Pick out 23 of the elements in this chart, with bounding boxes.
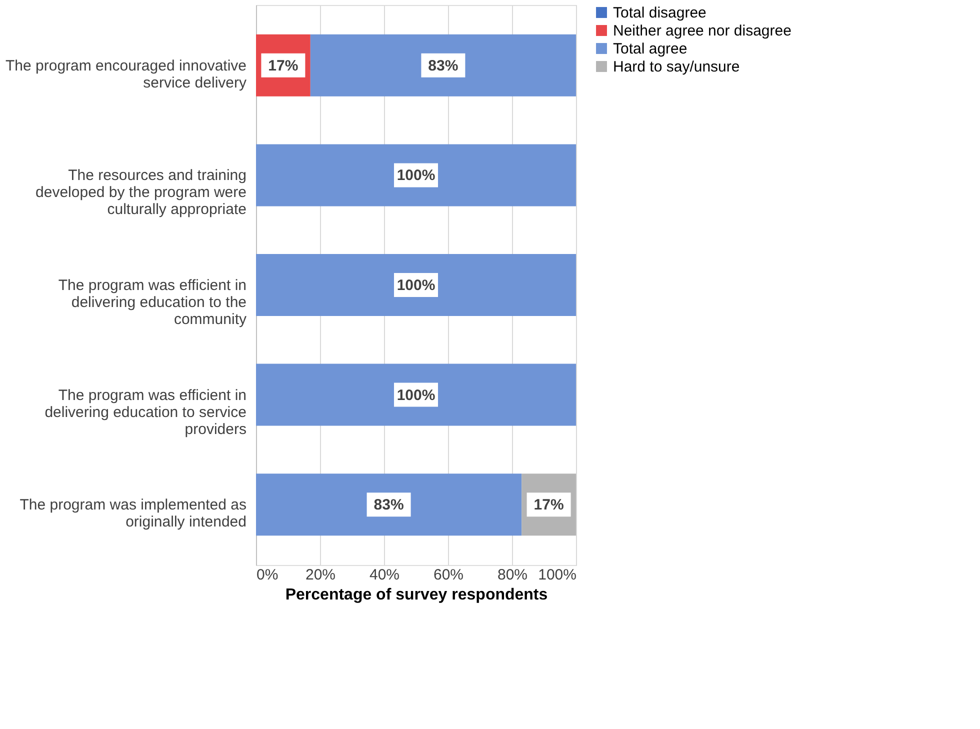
x-tick-label: 60% bbox=[433, 566, 464, 584]
x-tick-label: 100% bbox=[538, 566, 576, 584]
legend-label: Total disagree bbox=[613, 4, 706, 22]
data-label: 83% bbox=[374, 496, 404, 514]
y-tick-label: The program was efficient in delivering education to service providers bbox=[44, 386, 246, 438]
y-tick-label: The program was efficient in delivering education to the community bbox=[58, 277, 247, 328]
data-label: 100% bbox=[396, 277, 436, 294]
data-label: 100% bbox=[396, 386, 436, 404]
x-tick-label: 0% bbox=[256, 566, 278, 584]
data-label: 83% bbox=[428, 57, 458, 74]
legend-label: Total agree bbox=[613, 40, 688, 58]
x-tick-label: 40% bbox=[369, 566, 400, 584]
legend-label: Hard to say/unsure bbox=[613, 58, 740, 76]
x-tick-label: 80% bbox=[497, 566, 528, 584]
y-tick-label: The program was implemented as originally intended bbox=[20, 496, 246, 531]
x-tick-label: 20% bbox=[305, 566, 336, 584]
data-label: 17% bbox=[268, 57, 298, 74]
y-tick-label: The program encouraged innovative service delivery bbox=[6, 57, 247, 92]
y-tick-label: The resources and training developed by the program were culturally appropriate bbox=[36, 167, 246, 218]
x-axis-title: Percentage of survey respondents bbox=[285, 586, 548, 604]
legend-label: Neither agree nor disagree bbox=[613, 22, 792, 40]
data-label: 17% bbox=[534, 496, 564, 514]
data-label: 100% bbox=[396, 167, 436, 184]
